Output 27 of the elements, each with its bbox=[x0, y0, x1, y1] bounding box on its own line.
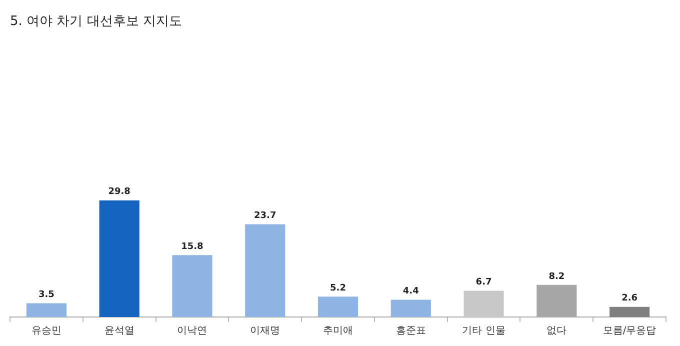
data-label: 5.2 bbox=[330, 283, 346, 294]
x-tick-label: 추미애 bbox=[323, 326, 353, 337]
data-label: 23.7 bbox=[254, 211, 276, 222]
x-tick-label: 없다 bbox=[546, 326, 567, 337]
x-tick-label: 윤석열 bbox=[104, 326, 134, 337]
x-tick-label: 홍준표 bbox=[396, 326, 426, 337]
x-tick-label: 기타 인물 bbox=[462, 326, 506, 337]
data-label: 4.4 bbox=[402, 286, 419, 297]
data-label: 2.6 bbox=[622, 294, 638, 304]
x-tick-label: 유승민 bbox=[31, 326, 62, 337]
bar bbox=[99, 200, 140, 317]
x-tick-label: 모름/무응답 bbox=[602, 326, 656, 337]
bar bbox=[245, 224, 286, 317]
x-tick-label: 이재명 bbox=[250, 326, 280, 337]
bar bbox=[610, 306, 650, 317]
data-label: 6.7 bbox=[476, 278, 492, 288]
x-tick-label: 이낙연 bbox=[177, 326, 208, 337]
data-label: 8.2 bbox=[548, 272, 565, 282]
bar bbox=[464, 290, 504, 317]
bar bbox=[172, 255, 212, 317]
data-label: 3.5 bbox=[38, 290, 54, 300]
chart-title: 5. 여야 차기 대선후보 지지도 bbox=[10, 14, 182, 30]
bar bbox=[26, 303, 66, 317]
data-label: 15.8 bbox=[181, 242, 204, 252]
bar bbox=[390, 300, 431, 317]
bar bbox=[318, 296, 358, 317]
data-label: 29.8 bbox=[108, 187, 130, 198]
